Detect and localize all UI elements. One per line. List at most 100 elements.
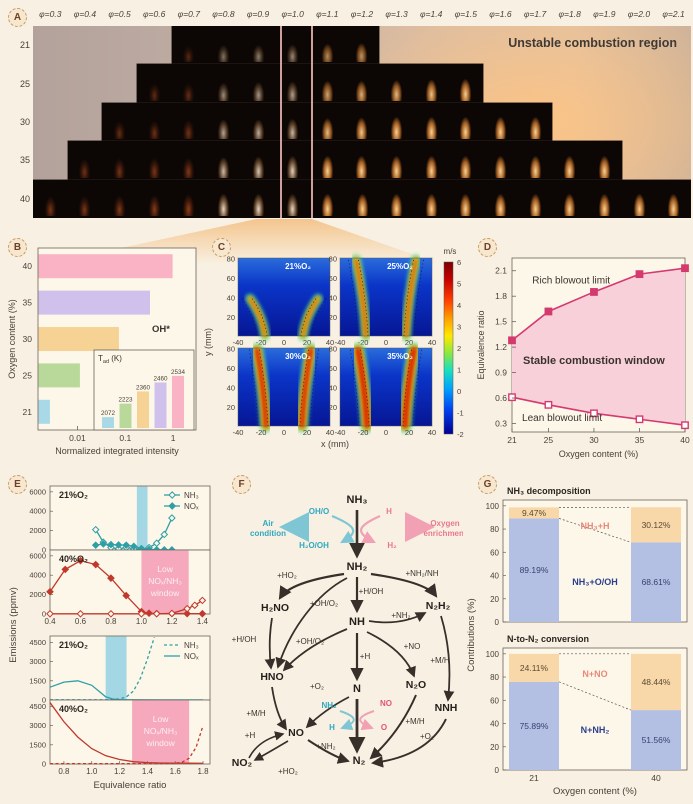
inset-bar [172, 376, 184, 428]
lean-marker [636, 416, 642, 422]
flame [320, 70, 335, 100]
y-tick-label: 40 [227, 294, 235, 303]
flame [77, 149, 92, 178]
top-percent-label: 30.12% [642, 520, 671, 530]
phi-label: φ=0.9 [241, 9, 276, 23]
flame [216, 109, 231, 139]
x-tick-label: 0.01 [69, 433, 86, 443]
reaction-label: H [386, 507, 392, 516]
y-tick-label: 35 [23, 298, 33, 308]
flame [320, 182, 335, 216]
panel-label-b: B [8, 238, 27, 257]
flame [424, 105, 439, 139]
oh-swoosh [332, 516, 353, 542]
bottom-reaction-label: NH₃+O/OH [572, 577, 617, 587]
reaction-label: H₂O/OH [299, 541, 329, 550]
y-tick-label: 4500 [29, 638, 46, 647]
flame [528, 182, 543, 216]
chart-title: NH₃ decomposition [507, 486, 591, 496]
bottom-percent-label: 68.61% [642, 577, 671, 587]
species-node: NO₂ [232, 757, 253, 769]
panel-label-c: C [212, 238, 231, 257]
y-tick-label: 6000 [29, 487, 46, 496]
rich-marker [591, 289, 597, 295]
x-tick-label: -40 [233, 428, 244, 437]
y-tick-label: 1.8 [495, 291, 507, 301]
bar-40 [39, 254, 173, 278]
y-tick-label: 40 [329, 384, 337, 393]
x-axis-label: Normalized integrated intensity [55, 446, 179, 456]
flame [528, 144, 543, 178]
x-tick-label: 21 [529, 773, 539, 783]
reaction-label: +M/H [246, 709, 266, 718]
y-tick-label: 4500 [29, 702, 46, 711]
x-tick-label: 21 [507, 435, 517, 445]
flame [112, 112, 127, 139]
species-node: NH₃ [347, 494, 368, 506]
reaction-label: +H [245, 731, 256, 740]
y-tick-label: 20 [329, 313, 337, 322]
reaction-label: +M/H [405, 717, 425, 726]
x-tick-label: 40 [680, 435, 690, 445]
y-tick-label: 3000 [29, 657, 46, 666]
y-tick-label: 20 [227, 403, 235, 412]
x-tick-label: 0 [282, 428, 286, 437]
flame [597, 144, 612, 178]
species-node: N₂ [353, 755, 366, 767]
y-axis-label: Emissions (ppmv) [8, 587, 19, 663]
x-tick-label: 0.6 [75, 617, 87, 626]
x-axis-label: x (mm) [321, 439, 349, 449]
phi-label: φ=0.5 [102, 9, 137, 23]
x-tick-label: 1.8 [197, 767, 209, 776]
y-tick-label: 30 [23, 334, 33, 344]
panel-label-e: E [8, 475, 27, 494]
flame [458, 105, 473, 139]
x-tick-label: 35 [635, 435, 645, 445]
flame [181, 74, 196, 101]
flame [251, 182, 266, 216]
flame [493, 144, 508, 178]
lean-marker [682, 422, 688, 428]
inset-bar [137, 391, 149, 428]
phi-label: φ=1.0 [275, 9, 310, 23]
y-tick-label: 2000 [29, 590, 46, 599]
flame [320, 34, 335, 62]
legend-label: NH₃ [184, 491, 199, 500]
top-percent-label: 24.11% [520, 663, 549, 673]
species-node: HNO [260, 671, 283, 683]
reaction-label: +NH₂/NH [405, 569, 438, 578]
colorbar-unit: m/s [444, 247, 457, 256]
phi-label: φ=1.8 [552, 9, 587, 23]
reaction-label: +OH/O₂ [296, 637, 324, 646]
inset-bar-label: 2534 [171, 369, 186, 376]
y-tick-label: 1.5 [495, 317, 507, 327]
window-label: NOₓ/NH₃ [144, 726, 178, 736]
species-node: N₂O [406, 679, 426, 691]
rich-marker [545, 308, 551, 314]
reaction-label: +NO [404, 642, 421, 651]
heatmap-title: 30%O₂ [285, 352, 311, 361]
reaction-label: enrichment [423, 529, 463, 538]
y-tick-label: 3000 [29, 721, 46, 730]
reaction-label: O [381, 723, 387, 732]
x-tick-label: 25 [544, 435, 554, 445]
reaction-label: +O₂ [420, 732, 434, 741]
species-node: N [353, 683, 361, 695]
x-tick-label: 0.8 [58, 767, 70, 776]
flame [216, 146, 231, 178]
phi-label: φ=0.4 [68, 9, 103, 23]
flame [251, 145, 266, 178]
inset-bar [102, 417, 114, 428]
lean-marker [509, 394, 515, 400]
flame [354, 144, 369, 178]
flame [147, 184, 162, 216]
x-axis-label: Oxygen content (%) [559, 449, 639, 459]
flame [632, 182, 647, 216]
lean-marker [545, 402, 551, 408]
colorbar-tick: 6 [457, 258, 461, 267]
colorbar-tick: -1 [457, 409, 464, 418]
flame [389, 144, 404, 178]
x-tick-label: 0 [384, 338, 388, 347]
flame [285, 182, 300, 216]
